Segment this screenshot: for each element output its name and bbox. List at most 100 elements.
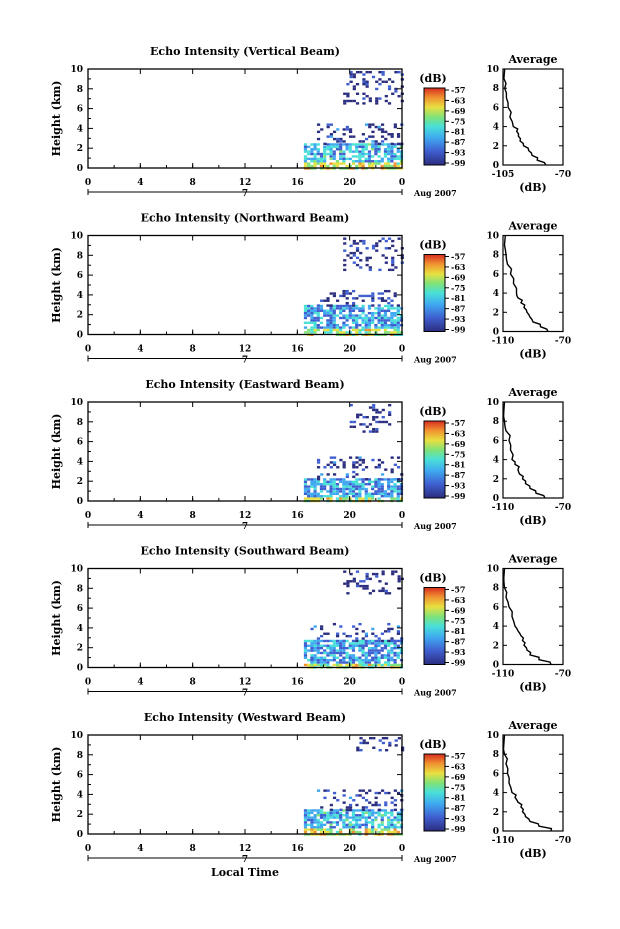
echo-cell: [355, 466, 359, 469]
panel-3: Echo Intensity (Southward Beam)Height (k…: [50, 545, 571, 699]
echo-cell: [396, 654, 400, 657]
echo-cell: [329, 456, 333, 459]
echo-cell: [361, 487, 365, 491]
avg-y-tick-label: 8: [493, 417, 499, 427]
echo-cell: [342, 789, 346, 792]
avg-x-tick-label: -110: [492, 337, 515, 347]
echo-cell: [343, 582, 347, 585]
echo-cell: [352, 425, 357, 428]
echo-cell: [316, 649, 320, 652]
echo-cell: [335, 816, 340, 819]
echo-cell: [332, 639, 336, 643]
echo-cell: [316, 789, 321, 792]
x-tick-label: 12: [239, 511, 252, 521]
echo-cell: [368, 70, 372, 74]
echo-cell: [303, 492, 308, 496]
echo-cell: [332, 294, 337, 298]
echo-cell: [396, 135, 401, 138]
echo-cell: [358, 789, 362, 792]
echo-cell: [361, 468, 365, 471]
echo-cell: [390, 155, 394, 158]
echo-cell: [381, 254, 385, 257]
echo-cell: [371, 823, 375, 827]
echo-cell: [310, 649, 314, 652]
y-tick-label: 2: [77, 477, 83, 487]
echo-cell: [367, 157, 372, 161]
echo-cell: [329, 485, 333, 488]
echo-cell: [371, 319, 375, 322]
echo-cell: [342, 478, 346, 481]
echo-cell: [323, 663, 327, 667]
echo-cell: [394, 744, 398, 747]
colorbar-tick-label: -75: [451, 616, 465, 626]
echo-cell: [319, 644, 324, 647]
echo-cell: [332, 292, 337, 295]
echo-cell: [326, 319, 330, 322]
echo-cell: [352, 463, 356, 467]
echo-cell: [383, 478, 388, 481]
echo-cell: [319, 814, 324, 817]
echo-cell: [396, 663, 400, 667]
echo-cell: [361, 654, 365, 657]
echo-cell: [367, 492, 372, 496]
echo-cell: [316, 148, 320, 151]
echo-cell: [345, 316, 349, 320]
echo-cell: [345, 331, 349, 334]
echo-cell: [361, 145, 365, 149]
echo-cell: [384, 299, 388, 302]
echo-cell: [364, 123, 369, 126]
echo-cell: [368, 268, 372, 272]
echo-cell: [374, 162, 378, 165]
echo-cell: [348, 658, 352, 662]
echo-cell: [332, 150, 336, 153]
echo-cell: [371, 642, 375, 645]
echo-cell: [319, 162, 324, 165]
echo-cell: [374, 828, 378, 831]
avg-y-tick-label: 2: [493, 641, 499, 651]
echo-cell: [329, 292, 333, 295]
echo-cell: [371, 123, 375, 126]
echo-cell: [326, 818, 330, 822]
echo-cell: [326, 639, 330, 643]
echo-cell: [377, 125, 381, 129]
echo-cell: [371, 148, 375, 151]
echo-cell: [313, 157, 317, 161]
echo-cell: [393, 639, 397, 643]
echo-cell: [358, 140, 362, 143]
echo-cell: [393, 485, 397, 488]
echo-cell: [332, 811, 336, 815]
echo-cell: [310, 654, 314, 657]
echo-cell: [313, 152, 317, 156]
echo-cell: [390, 157, 394, 161]
echo-cell: [358, 463, 362, 467]
echo-cell: [397, 70, 401, 74]
echo-cell: [365, 587, 369, 590]
panel-title: Echo Intensity (Northward Beam): [141, 212, 350, 225]
echo-cell: [349, 80, 353, 83]
echo-cell: [329, 821, 333, 824]
echo-cell: [396, 150, 400, 153]
echo-cell: [336, 140, 340, 143]
echo-cell: [329, 490, 333, 493]
echo-cell: [361, 160, 365, 163]
echo-cell: [390, 492, 394, 496]
echo-cell: [390, 304, 394, 307]
echo-cell: [387, 651, 391, 655]
echo-cell: [393, 826, 397, 829]
echo-cell: [329, 307, 333, 310]
echo-cell: [371, 145, 375, 149]
echo-cell: [355, 803, 359, 807]
echo-cell: [387, 811, 391, 815]
echo-cell: [374, 811, 378, 815]
echo-cell: [342, 463, 346, 467]
echo-cell: [377, 656, 381, 659]
echo-cell: [355, 143, 359, 146]
echo-cell: [342, 466, 346, 469]
echo-cell: [335, 478, 340, 481]
echo-cell: [303, 811, 308, 815]
echo-cell: [339, 642, 343, 645]
y-axis-label: Height (km): [50, 247, 63, 323]
echo-cell: [371, 663, 375, 667]
echo-cell: [364, 656, 368, 659]
x-tick-label: 8: [190, 844, 196, 854]
